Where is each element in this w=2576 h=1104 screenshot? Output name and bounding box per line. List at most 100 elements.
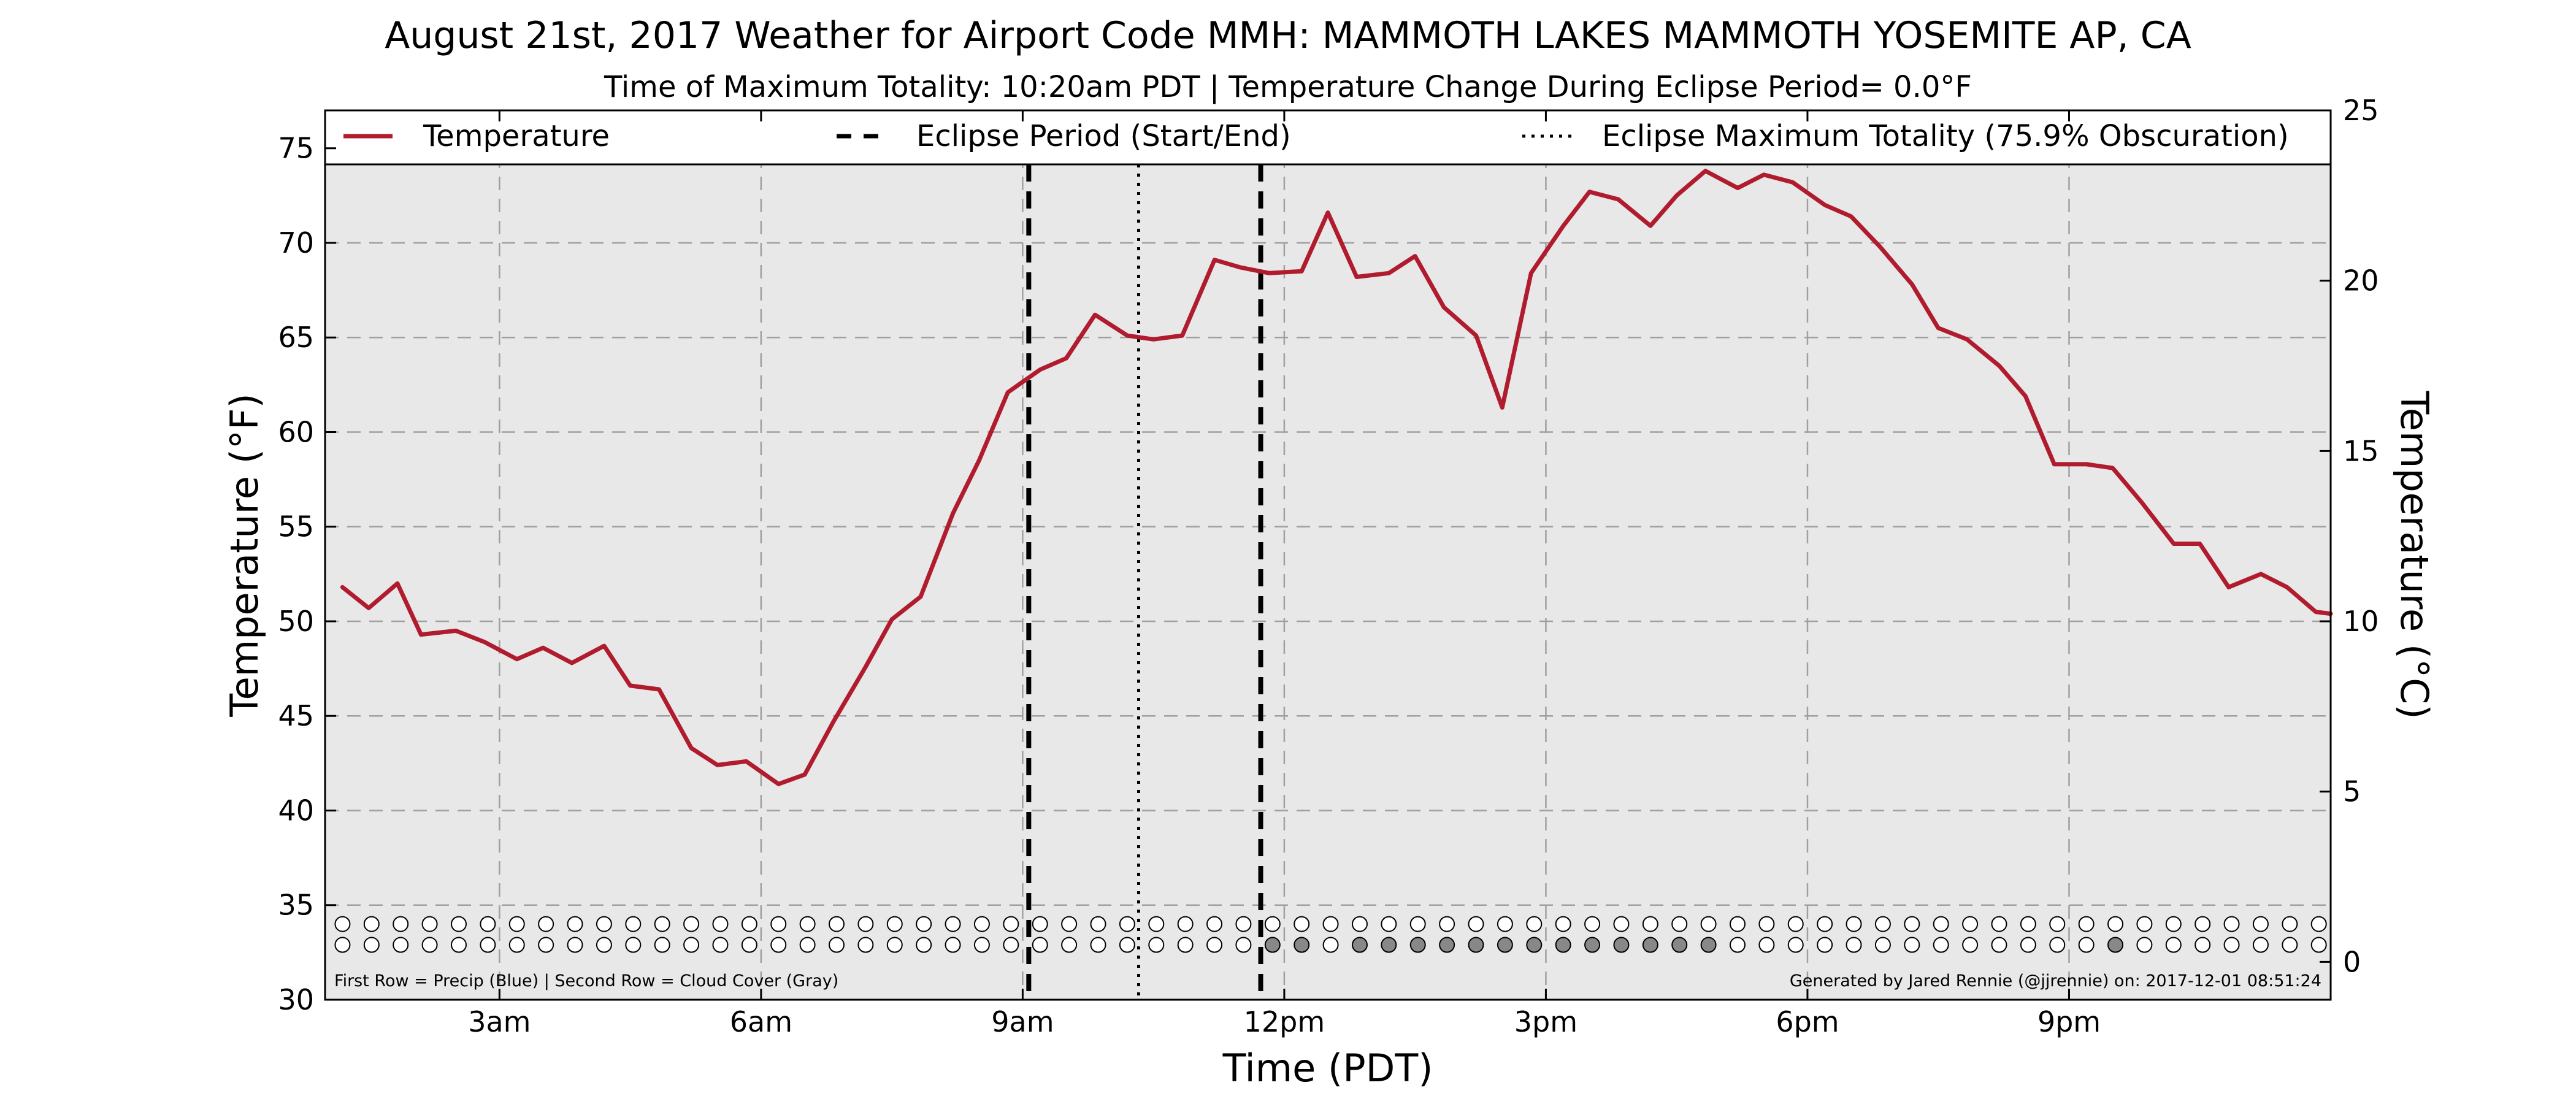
precip-marker — [625, 916, 642, 932]
precip-marker — [1061, 916, 1078, 932]
x-tick-label: 6am — [730, 1005, 792, 1038]
cloud-cover-marker — [712, 937, 729, 953]
precip-marker — [2020, 916, 2036, 932]
cloud-cover-marker — [829, 937, 845, 953]
precip-marker — [712, 916, 729, 932]
cloud-cover-marker — [886, 937, 903, 953]
y-right-tick-label: 10 — [2343, 605, 2379, 638]
precip-marker — [829, 916, 845, 932]
precip-marker — [450, 916, 467, 932]
y-axis-label: Temperature (°F) — [222, 393, 267, 717]
cloud-cover-marker — [945, 937, 961, 953]
cloud-cover-marker — [1904, 937, 1920, 953]
marker-rows-note: First Row = Precip (Blue) | Second Row =… — [334, 972, 838, 991]
cloud-cover-marker — [538, 937, 554, 953]
precip-marker — [1846, 916, 1862, 932]
cloud-cover-marker — [1032, 937, 1048, 953]
y-tick-label: 75 — [278, 132, 314, 165]
cloud-cover-marker — [393, 937, 409, 953]
precip-marker — [1351, 916, 1368, 932]
cloud-cover-marker — [1874, 937, 1891, 953]
cloud-cover-marker — [1322, 937, 1339, 953]
cloud-cover-marker — [2078, 937, 2095, 953]
y-right-tick-label: 15 — [2343, 434, 2379, 467]
y-axis-right-ticks: 0 5 10 15 20 25 — [2320, 94, 2379, 978]
y-axis-ticks: 30 35 40 45 50 55 60 65 70 75 — [278, 132, 336, 1016]
cloud-cover-marker — [1758, 937, 1775, 953]
cloud-cover-marker — [1235, 937, 1252, 953]
precip-marker — [2165, 916, 2182, 932]
precip-marker — [1003, 916, 1019, 932]
precip-marker — [1264, 916, 1281, 932]
precip-marker — [567, 916, 583, 932]
cloud-cover-marker — [683, 937, 700, 953]
cloud-cover-marker — [1642, 937, 1658, 953]
temperature-line — [340, 169, 2333, 786]
x-tick-label: 9pm — [2037, 1005, 2101, 1038]
cloud-cover-marker — [625, 937, 642, 953]
cloud-cover-marker — [334, 937, 351, 953]
cloud-cover-marker — [1119, 937, 1135, 953]
cloud-cover-marker — [2020, 937, 2036, 953]
cloud-cover-marker — [1090, 937, 1106, 953]
precip-marker — [2136, 916, 2153, 932]
y-right-tick-label: 20 — [2343, 264, 2379, 297]
precip-marker — [1729, 916, 1746, 932]
precip-marker — [1874, 916, 1891, 932]
cloud-cover-marker — [1787, 937, 1804, 953]
generated-by-note: Generated by Jared Rennie (@jjrennie) on… — [1790, 972, 2321, 991]
precip-marker — [770, 916, 787, 932]
y-right-tick-label: 5 — [2343, 775, 2361, 808]
cloud-cover-marker — [363, 937, 380, 953]
cloud-cover-marker — [770, 937, 787, 953]
cloud-cover-marker — [2282, 937, 2298, 953]
cloud-cover-marker — [2136, 937, 2153, 953]
precip-marker — [2078, 916, 2095, 932]
precip-marker — [1206, 916, 1223, 932]
precip-marker — [2195, 916, 2211, 932]
cloud-cover-marker — [450, 937, 467, 953]
cloud-cover-marker — [1991, 937, 2007, 953]
cloud-cover-marker — [1817, 937, 1833, 953]
precip-marker — [1439, 916, 1455, 932]
precip-marker — [2282, 916, 2298, 932]
plot-frame — [324, 109, 2332, 1001]
precip-marker — [2252, 916, 2269, 932]
cloud-cover-marker — [508, 937, 525, 953]
chart-title: August 21st, 2017 Weather for Airport Co… — [385, 14, 2191, 57]
y-right-tick-label: 25 — [2343, 94, 2379, 127]
cloud-cover-marker — [916, 937, 932, 953]
cloud-cover-marker — [741, 937, 757, 953]
precip-marker — [363, 916, 380, 932]
cloud-cover-marker — [1671, 937, 1688, 953]
precip-marker — [1904, 916, 1920, 932]
cloud-cover-marker — [1381, 937, 1397, 953]
cloud-cover-marker — [857, 937, 874, 953]
precip-marker — [2107, 916, 2124, 932]
y-tick-label: 40 — [278, 794, 314, 827]
cloud-cover-marker — [654, 937, 670, 953]
cloud-cover-marker — [1148, 937, 1165, 953]
precip-marker — [1381, 916, 1397, 932]
cloud-cover-marker — [1061, 937, 1078, 953]
cloud-cover-marker — [596, 937, 612, 953]
cloud-cover-marker — [567, 937, 583, 953]
x-tick-label: 3pm — [1514, 1005, 1577, 1038]
cloud-cover-marker — [1439, 937, 1455, 953]
precip-marker — [1090, 916, 1106, 932]
precip-marker — [1817, 916, 1833, 932]
plot-area — [325, 110, 2331, 1000]
precip-marker — [1526, 916, 1543, 932]
precip-marker — [1642, 916, 1658, 932]
cloud-cover-marker — [1555, 937, 1571, 953]
x-tick-label: 3am — [468, 1005, 531, 1038]
precip-marker — [1787, 916, 1804, 932]
precip-marker — [393, 916, 409, 932]
precip-marker — [508, 916, 525, 932]
cloud-cover-marker — [2107, 937, 2124, 953]
precip-marker — [654, 916, 670, 932]
cloud-cover-marker — [1409, 937, 1426, 953]
cloud-cover-marker — [973, 937, 990, 953]
precip-marker — [1671, 916, 1688, 932]
y-tick-label: 70 — [278, 226, 314, 259]
